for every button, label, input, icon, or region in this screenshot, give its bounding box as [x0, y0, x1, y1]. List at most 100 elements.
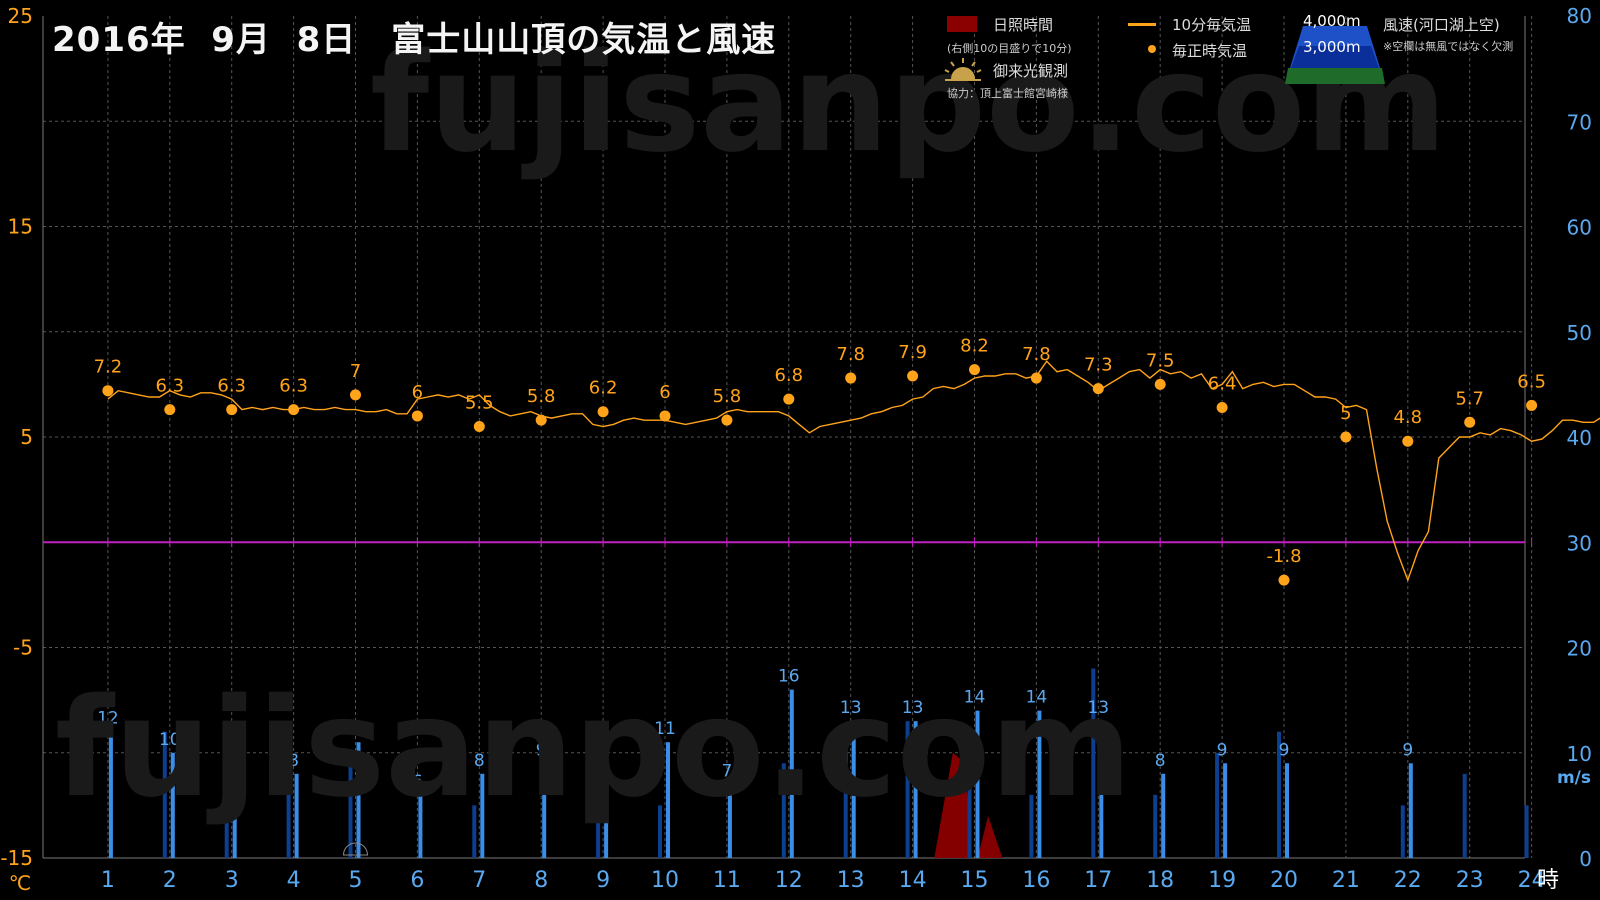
hourly-temperature-point — [721, 414, 733, 426]
wind-value-label: 7 — [226, 761, 237, 781]
x-axis-tick-label: 2 — [163, 868, 177, 893]
legend-goraiko-label: 御来光観測 — [993, 62, 1069, 80]
hourly-temperature-point — [659, 410, 671, 422]
wind-value-label: 13 — [840, 698, 862, 718]
hourly-temperature-point — [288, 404, 300, 416]
wind-bar-3000m — [356, 742, 361, 858]
hourly-temperature-label: -1.8 — [1266, 546, 1301, 567]
left-axis-tick-label: 5 — [20, 425, 33, 449]
wind-bar-4000m — [905, 721, 910, 858]
hourly-temperature-point — [907, 370, 919, 382]
hourly-temperature-label: 5.5 — [465, 392, 494, 413]
left-axis-unit: ℃ — [9, 871, 31, 895]
wind-value-label: 8 — [474, 751, 485, 771]
wind-value-label: 14 — [1026, 688, 1048, 708]
legend-cooperation: 協力：頂上富士館宮崎様 — [947, 87, 1068, 100]
wind-bar-4000m — [348, 763, 353, 858]
hourly-temperature-point — [1402, 435, 1414, 447]
hourly-temperature-point — [1526, 399, 1538, 411]
x-axis-tick-label: 5 — [349, 868, 363, 893]
wind-bar-3000m — [232, 784, 237, 858]
wind-bar-3000m — [108, 731, 113, 858]
hourly-temperature-point — [597, 406, 609, 418]
wind-value-label: 11 — [654, 719, 676, 739]
x-axis-tick-label: 1 — [101, 868, 115, 893]
wind-bar-3000m — [480, 773, 485, 858]
wind-value-label: 9 — [598, 740, 609, 760]
x-axis-tick-label: 18 — [1146, 868, 1174, 893]
wind-bar-4000m — [1091, 668, 1096, 858]
hourly-temperature-point — [535, 414, 547, 426]
wind-bar-3000m — [1037, 710, 1042, 858]
mountain-icon — [1285, 26, 1385, 84]
sunshine-area — [934, 752, 1003, 858]
legend-wind-label: 風速(河口湖上空) — [1383, 16, 1500, 34]
hourly-temperature-label: 8.2 — [960, 336, 989, 357]
wind-bar-4000m — [1277, 731, 1281, 858]
hourly-temperature-point — [1154, 378, 1166, 390]
left-axis-tick-label: 15 — [8, 215, 33, 239]
wind-bar-4000m — [843, 742, 848, 858]
wind-bar-4000m — [1029, 794, 1034, 858]
wind-bar-4000m — [781, 763, 786, 858]
left-axis-tick-label: -5 — [13, 636, 33, 660]
x-axis-tick-label: 20 — [1270, 868, 1298, 893]
legend-sunshine-note: (右側10の目盛りで10分) — [947, 42, 1072, 55]
wind-bar-3000m — [170, 752, 175, 858]
hourly-temperature-label: 6.8 — [774, 365, 803, 386]
hourly-temperature-label: 7.2 — [94, 357, 123, 378]
wind-value-label: 13 — [1087, 698, 1109, 718]
hourly-temperature-point — [1092, 383, 1104, 395]
legend-sunshine-swatch — [947, 16, 977, 32]
wind-bar-4000m — [1215, 752, 1220, 858]
wind-value-label: 11 — [345, 719, 367, 739]
hourly-temperature-point — [783, 393, 795, 405]
wind-bar-4000m — [286, 794, 291, 858]
hourly-temperature-label: 5 — [1340, 403, 1351, 424]
legend-alt4000: 4,000m — [1303, 12, 1361, 30]
hourly-temperature-label: 6.5 — [1517, 371, 1546, 392]
x-axis-tick-label: 3 — [225, 868, 239, 893]
hourly-temperature-point — [1278, 574, 1290, 586]
hourly-temperature-label: 7.8 — [1022, 344, 1051, 365]
wind-bar-4000m — [1524, 805, 1529, 858]
wind-value-label: 8 — [1155, 751, 1166, 771]
x-axis-tick-label: 22 — [1394, 868, 1422, 893]
right-axis-tick-label: 60 — [1567, 216, 1592, 240]
wind-value-label: 8 — [288, 751, 299, 771]
hourly-temperature-label: 6 — [412, 382, 423, 403]
x-axis-tick-label: 10 — [651, 868, 679, 893]
x-axis-unit: 時 — [1537, 868, 1559, 893]
temperature-10min-line — [107, 360, 1600, 583]
hourly-temperature-label: 6 — [659, 382, 670, 403]
right-axis-tick-label: 70 — [1567, 110, 1592, 134]
hourly-temperature-point — [1216, 402, 1228, 414]
wind-bar-3000m — [1099, 721, 1104, 858]
legend-wind-note: ※空欄は無風ではなく欠測 — [1383, 40, 1514, 53]
wind-bar-3000m — [294, 773, 299, 858]
wind-bar-3000m — [542, 763, 547, 858]
hourly-temperature-label: 4.8 — [1393, 407, 1422, 428]
hourly-temperature-point — [102, 385, 114, 397]
wind-bar-3000m — [913, 721, 918, 858]
wind-bar-4000m — [162, 731, 167, 858]
x-axis-tick-label: 16 — [1022, 868, 1050, 893]
goraiko-marker — [342, 842, 369, 856]
x-axis-tick-label: 23 — [1456, 868, 1484, 893]
hourly-temperature-point — [1340, 431, 1352, 443]
x-axis-tick-label: 9 — [596, 868, 610, 893]
x-axis-tick-label: 24 — [1518, 868, 1546, 893]
hourly-temperature-label: 5.8 — [713, 386, 742, 407]
hourly-temperature-label: 7.3 — [1084, 355, 1113, 376]
wind-bar-3000m — [1285, 763, 1289, 858]
right-axis-tick-label: 50 — [1567, 321, 1592, 345]
right-axis-unit: m/s — [1557, 768, 1591, 788]
hourly-temperature-label: 6.3 — [279, 376, 308, 397]
wind-bar-3000m — [1223, 763, 1228, 858]
x-axis-tick-label: 11 — [713, 868, 741, 893]
hourly-temperature-label: 7.9 — [898, 342, 927, 363]
x-axis-tick-label: 19 — [1208, 868, 1236, 893]
wind-bar-4000m — [967, 742, 972, 858]
x-axis-tick-label: 8 — [534, 868, 548, 893]
